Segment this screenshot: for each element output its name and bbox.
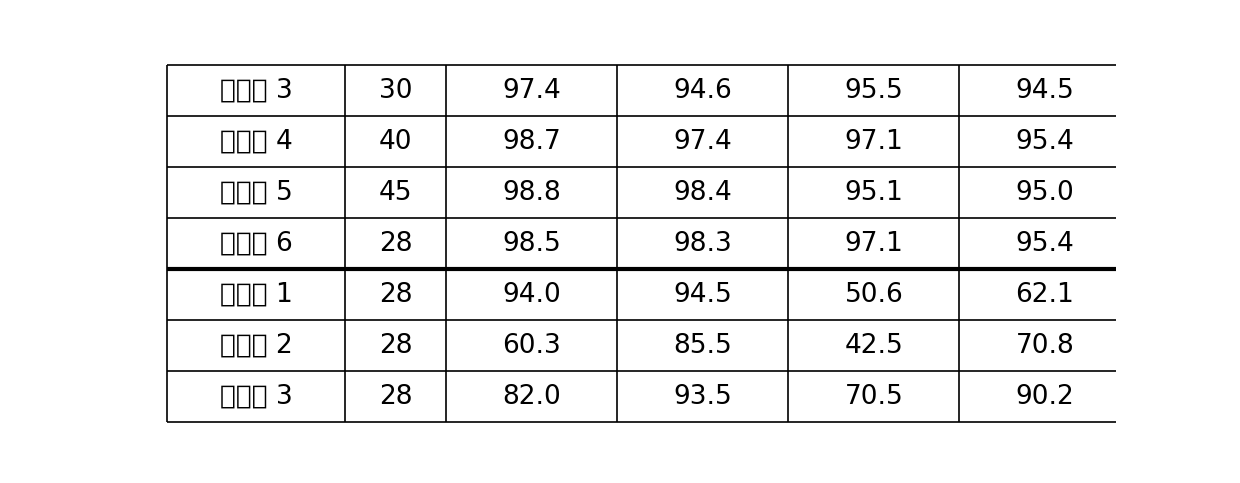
- Text: 70.8: 70.8: [1016, 333, 1074, 359]
- Text: 对比例 1: 对比例 1: [219, 282, 293, 308]
- Text: 45: 45: [379, 180, 413, 206]
- Text: 28: 28: [379, 384, 413, 410]
- Text: 93.5: 93.5: [673, 384, 732, 410]
- Text: 实施例 6: 实施例 6: [219, 231, 293, 257]
- Text: 95.0: 95.0: [1016, 180, 1074, 206]
- Text: 98.4: 98.4: [673, 180, 732, 206]
- Text: 对比例 3: 对比例 3: [219, 384, 293, 410]
- Text: 28: 28: [379, 333, 413, 359]
- Text: 70.5: 70.5: [844, 384, 903, 410]
- Text: 98.3: 98.3: [673, 231, 732, 257]
- Text: 42.5: 42.5: [844, 333, 903, 359]
- Text: 95.4: 95.4: [1016, 129, 1074, 155]
- Text: 94.5: 94.5: [1016, 78, 1074, 104]
- Text: 97.4: 97.4: [502, 78, 560, 104]
- Text: 62.1: 62.1: [1016, 282, 1074, 308]
- Text: 实施例 3: 实施例 3: [219, 78, 293, 104]
- Text: 97.1: 97.1: [844, 231, 903, 257]
- Text: 40: 40: [379, 129, 413, 155]
- Text: 94.6: 94.6: [673, 78, 732, 104]
- Text: 实施例 5: 实施例 5: [219, 180, 293, 206]
- Text: 98.7: 98.7: [502, 129, 560, 155]
- Text: 95.1: 95.1: [844, 180, 903, 206]
- Text: 28: 28: [379, 231, 413, 257]
- Text: 82.0: 82.0: [502, 384, 560, 410]
- Text: 97.4: 97.4: [673, 129, 732, 155]
- Text: 50.6: 50.6: [844, 282, 903, 308]
- Text: 98.8: 98.8: [502, 180, 560, 206]
- Text: 28: 28: [379, 282, 413, 308]
- Text: 90.2: 90.2: [1016, 384, 1074, 410]
- Text: 94.0: 94.0: [502, 282, 560, 308]
- Text: 95.5: 95.5: [844, 78, 903, 104]
- Text: 85.5: 85.5: [673, 333, 732, 359]
- Text: 94.5: 94.5: [673, 282, 732, 308]
- Text: 30: 30: [379, 78, 413, 104]
- Text: 对比例 2: 对比例 2: [219, 333, 293, 359]
- Text: 实施例 4: 实施例 4: [219, 129, 293, 155]
- Text: 60.3: 60.3: [502, 333, 560, 359]
- Text: 97.1: 97.1: [844, 129, 903, 155]
- Text: 95.4: 95.4: [1016, 231, 1074, 257]
- Text: 98.5: 98.5: [502, 231, 560, 257]
